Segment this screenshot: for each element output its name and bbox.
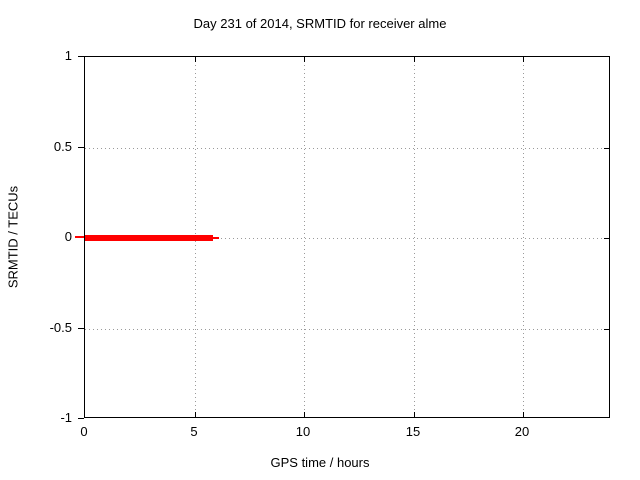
x-tick-label: 10: [295, 424, 311, 439]
x-tick-top: [414, 57, 415, 62]
x-tick-label: 0: [80, 424, 88, 439]
y-tick-label: 1: [64, 48, 72, 63]
x-gridline: [304, 57, 305, 417]
y-tick-label: -1: [60, 410, 72, 425]
y-gridline: [85, 238, 609, 239]
y-gridline: [85, 148, 609, 149]
y-tick-label: -0.5: [49, 320, 72, 335]
chart-title: Day 231 of 2014, SRMTID for receiver alm…: [193, 16, 447, 31]
y-tick-left: [78, 147, 84, 148]
y-tick-left: [78, 56, 84, 57]
x-tick-top: [304, 57, 305, 62]
x-tick-label: 15: [405, 424, 421, 439]
y-tick-left-zero: [75, 236, 84, 238]
y-gridline: [85, 329, 609, 330]
x-tick-bottom: [195, 412, 196, 417]
x-tick-label: 20: [514, 424, 530, 439]
data-line-segment: [85, 235, 213, 241]
y-tick-right: [604, 238, 609, 239]
x-tick-bottom: [523, 412, 524, 417]
y-tick-label: 0: [64, 229, 72, 244]
x-gridline: [414, 57, 415, 417]
x-tick-top: [523, 57, 524, 62]
data-line-segment: [213, 237, 219, 239]
x-axis-label: GPS time / hours: [270, 455, 370, 470]
y-tick-right: [604, 329, 609, 330]
y-tick-left: [78, 418, 84, 419]
y-tick-left: [78, 328, 84, 329]
x-tick-label: 5: [190, 424, 198, 439]
x-tick-top: [195, 57, 196, 62]
plot-area: [84, 56, 610, 418]
x-tick-bottom: [414, 412, 415, 417]
y-tick-right: [604, 148, 609, 149]
x-tick-bottom: [304, 412, 305, 417]
x-gridline: [523, 57, 524, 417]
y-axis-label: SRMTID / TECUs: [5, 185, 21, 289]
y-tick-label: 0.5: [53, 139, 72, 154]
